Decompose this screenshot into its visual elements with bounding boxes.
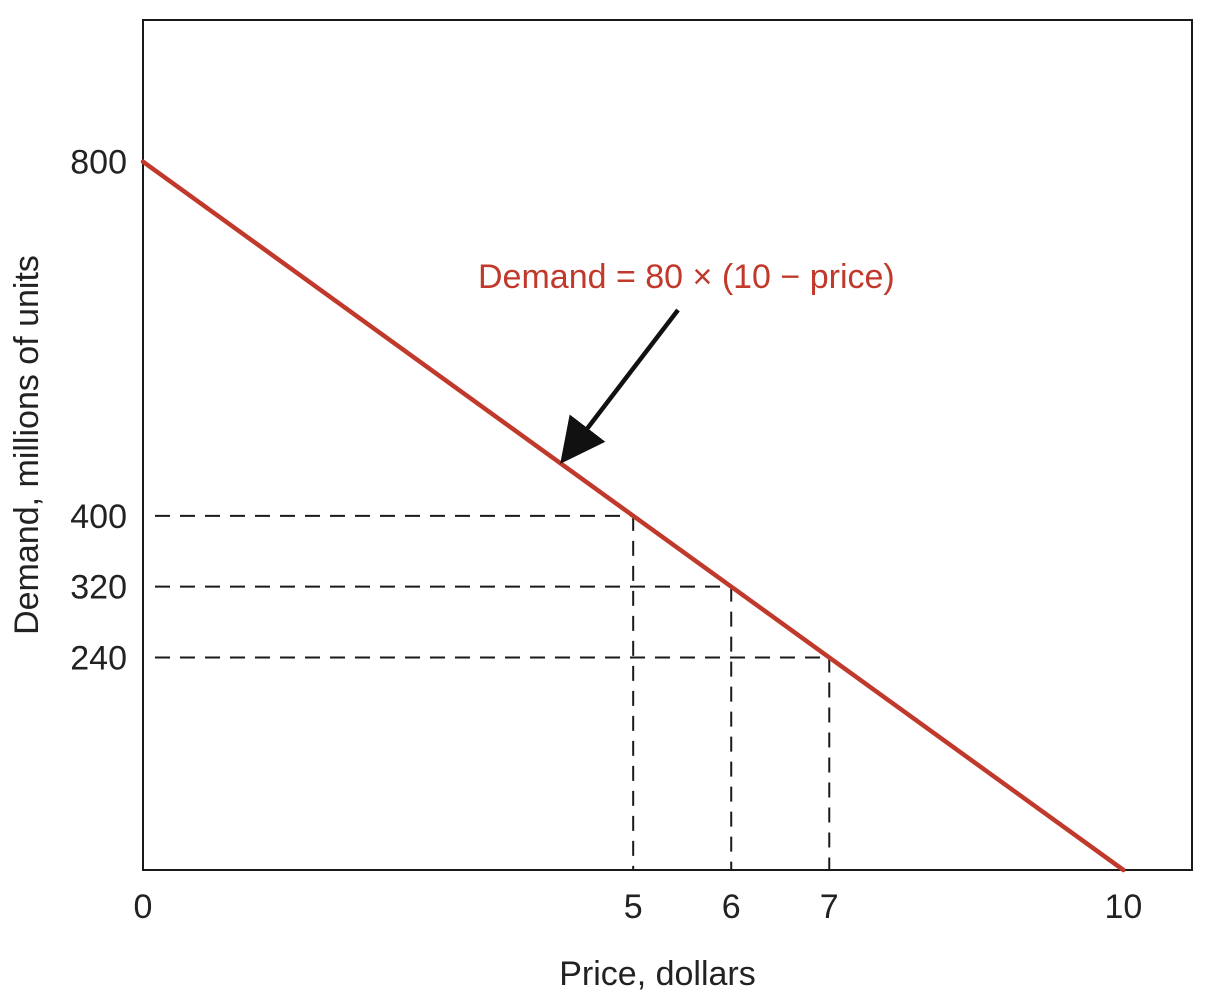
y-tick-label-400: 400 [70, 498, 127, 536]
annotation-label: Demand = 80 × (10 − price) [478, 258, 895, 296]
y-tick-label-240: 240 [70, 640, 127, 678]
y-tick-label-800: 800 [70, 144, 127, 182]
plot-frame [142, 19, 1193, 871]
y-tick-label-320: 320 [70, 569, 127, 607]
y-axis-title: Demand, millions of units [8, 255, 46, 635]
annotation-arrow [560, 308, 680, 464]
x-tick-label-5: 5 [624, 888, 643, 926]
x-tick-label-0: 0 [134, 888, 153, 926]
x-tick-label-7: 7 [820, 888, 839, 926]
x-tick-label-6: 6 [722, 888, 741, 926]
demand-line [140, 159, 1126, 873]
x-axis-title: Price, dollars [559, 955, 756, 993]
x-tick-label-10: 10 [1104, 888, 1142, 926]
